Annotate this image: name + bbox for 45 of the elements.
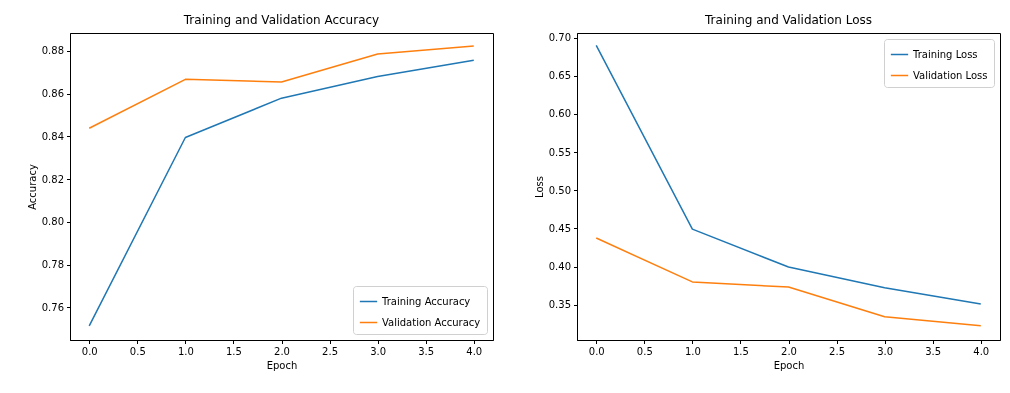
y-tick-label: 0.84 bbox=[41, 130, 64, 142]
y-tick-label: 0.86 bbox=[41, 88, 64, 100]
x-axis-title: Epoch bbox=[773, 360, 805, 371]
x-tick-label: 3.5 bbox=[925, 346, 942, 357]
x-axis-title: Epoch bbox=[266, 360, 298, 371]
y-tick-label: 0.76 bbox=[41, 301, 64, 313]
y-tick-label: 0.35 bbox=[548, 299, 571, 311]
chart-title: Training and Validation Accuracy bbox=[182, 13, 380, 27]
line-series bbox=[88, 45, 475, 130]
y-axis-title: Loss bbox=[533, 176, 545, 198]
x-tick-label: 3.5 bbox=[418, 346, 435, 357]
x-tick-label: 1.0 bbox=[177, 346, 194, 357]
y-tick-label: 0.70 bbox=[548, 32, 571, 44]
chart-title: Training and Validation Loss bbox=[704, 12, 872, 27]
x-tick-label: 3.0 bbox=[877, 346, 894, 357]
x-tick-label: 0.0 bbox=[81, 346, 98, 357]
x-tick-label: 1.0 bbox=[684, 346, 701, 357]
y-tick-label: 0.80 bbox=[41, 216, 64, 228]
x-tick-label: 1.5 bbox=[225, 346, 242, 357]
y-tick-label: 0.50 bbox=[548, 184, 571, 196]
legend-label: Validation Accuracy bbox=[382, 316, 481, 328]
y-tick-label: 0.78 bbox=[41, 259, 64, 271]
x-tick-label: 4.0 bbox=[466, 346, 483, 357]
x-tick-label: 2.0 bbox=[781, 346, 797, 357]
y-tick-label: 0.45 bbox=[548, 222, 571, 234]
x-tick-label: 0.5 bbox=[129, 346, 146, 357]
x-tick-label: 2.0 bbox=[274, 346, 290, 357]
x-tick-label: 2.5 bbox=[322, 346, 339, 357]
y-tick-label: 0.65 bbox=[548, 70, 571, 82]
y-tick-label: 0.88 bbox=[41, 45, 64, 57]
x-tick-label: 4.0 bbox=[973, 346, 990, 357]
legend-label: Training Loss bbox=[912, 48, 978, 60]
legend-label: Training Accuracy bbox=[381, 295, 471, 307]
y-tick-label: 0.60 bbox=[548, 108, 571, 120]
x-tick-label: 2.5 bbox=[829, 346, 846, 357]
x-tick-label: 0.5 bbox=[636, 346, 653, 357]
y-tick-label: 0.40 bbox=[548, 261, 571, 273]
legend-label: Validation Loss bbox=[913, 69, 988, 81]
y-tick-label: 0.82 bbox=[41, 173, 64, 185]
x-tick-label: 3.0 bbox=[370, 346, 387, 357]
x-tick-label: 1.5 bbox=[732, 346, 749, 357]
y-axis-title: Accuracy bbox=[26, 164, 38, 210]
y-tick-label: 0.55 bbox=[548, 146, 571, 158]
line-series bbox=[595, 237, 982, 327]
x-tick-label: 0.0 bbox=[588, 346, 605, 357]
